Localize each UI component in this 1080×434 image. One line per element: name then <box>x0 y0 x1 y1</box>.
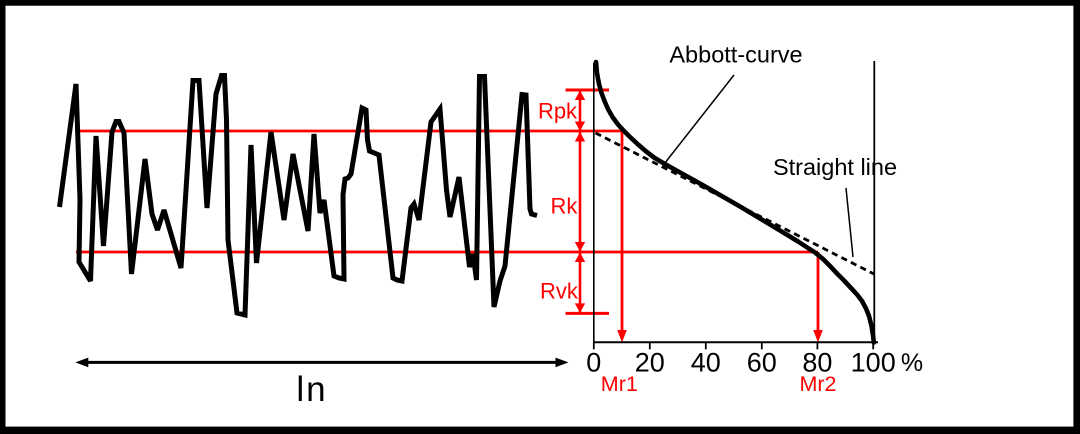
svg-text:Mr1: Mr1 <box>601 372 638 396</box>
svg-text:Rvk: Rvk <box>540 279 579 304</box>
svg-text:80: 80 <box>802 348 832 378</box>
svg-text:ln: ln <box>296 370 327 409</box>
svg-text:100: 100 <box>851 348 896 378</box>
svg-text:60: 60 <box>747 348 777 378</box>
svg-text:Rk: Rk <box>551 194 579 219</box>
svg-text:40: 40 <box>691 348 721 378</box>
svg-text:Straight line: Straight line <box>773 154 897 180</box>
svg-text:%: % <box>901 349 923 377</box>
svg-text:20: 20 <box>635 348 665 378</box>
svg-text:Abbott-curve: Abbott-curve <box>669 42 802 68</box>
svg-text:Mr2: Mr2 <box>799 372 836 396</box>
svg-text:0: 0 <box>586 348 601 378</box>
svg-text:Rpk: Rpk <box>538 98 578 123</box>
